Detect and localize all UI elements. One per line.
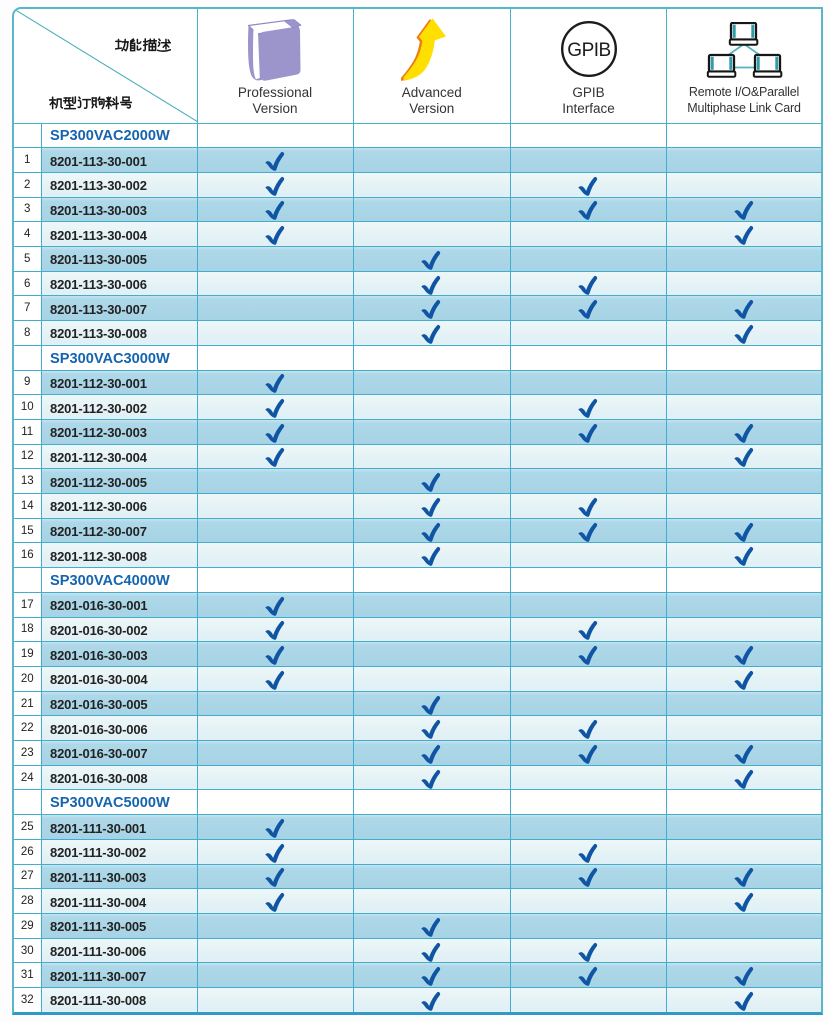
svg-text:GPIB: GPIB [567, 40, 610, 61]
